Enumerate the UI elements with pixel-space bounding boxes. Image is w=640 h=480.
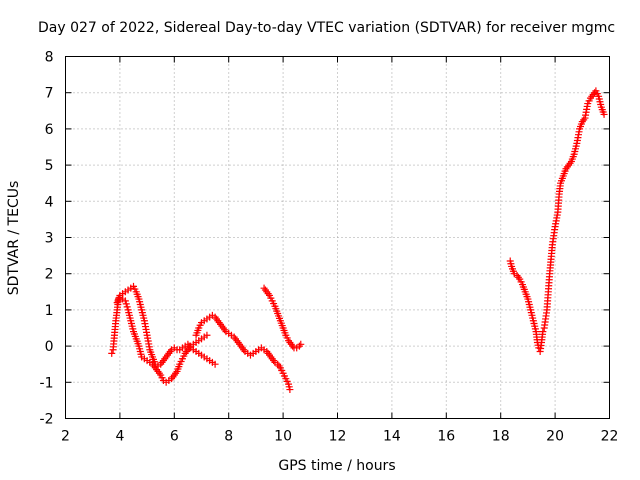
plot-frame	[65, 56, 610, 419]
data-point	[108, 349, 116, 357]
y-tick-label: 1	[45, 303, 54, 319]
y-tick-label: -1	[40, 375, 54, 391]
x-tick-label: 4	[115, 429, 124, 445]
data-point	[539, 328, 547, 336]
x-tick-label: 6	[170, 429, 179, 445]
y-tick-label: 3	[45, 231, 54, 247]
data-point	[123, 303, 131, 311]
x-tick-label: 2	[61, 429, 70, 445]
y-axis-title: SDTVAR / TECUs	[6, 181, 22, 296]
axis-ticks	[65, 56, 610, 419]
x-tick-labels: 2 4 6 8 10 12 14 16 18 20 22	[61, 429, 618, 445]
x-tick-label: 14	[383, 429, 401, 445]
data-point	[121, 297, 129, 305]
grid	[65, 56, 610, 419]
x-tick-label: 16	[437, 429, 455, 445]
data-point	[211, 360, 219, 368]
y-tick-label: -2	[40, 412, 54, 428]
y-tick-label: 5	[45, 158, 54, 174]
series-satellite-track-1	[108, 293, 211, 386]
series-satellite-track-2	[113, 282, 219, 370]
x-tick-label: 8	[224, 429, 233, 445]
y-tick-label: 0	[45, 339, 54, 355]
series-satellite-track-3	[192, 311, 294, 394]
y-tick-label: 8	[45, 50, 54, 66]
x-tick-label: 18	[492, 429, 510, 445]
series-satellite-track-4	[260, 284, 305, 352]
y-tick-label: 4	[45, 194, 54, 210]
data-point	[203, 331, 211, 339]
y-tick-labels: -2 -1 0 1 2 3 4 5 6 7 8	[40, 50, 54, 428]
data-point	[286, 386, 294, 394]
data-points	[108, 87, 608, 394]
series-satellite-track-5	[506, 87, 608, 356]
y-tick-label: 7	[45, 86, 54, 102]
y-tick-label: 2	[45, 267, 54, 283]
x-tick-label: 12	[329, 429, 347, 445]
y-tick-label: 6	[45, 122, 54, 138]
data-point	[297, 340, 305, 348]
data-point	[122, 300, 130, 308]
chart-title: Day 027 of 2022, Sidereal Day-to-day VTE…	[38, 20, 615, 36]
x-tick-label: 22	[601, 429, 619, 445]
x-tick-label: 10	[274, 429, 292, 445]
data-point	[600, 110, 608, 118]
x-tick-label: 20	[546, 429, 564, 445]
x-axis-title: GPS time / hours	[278, 458, 395, 474]
